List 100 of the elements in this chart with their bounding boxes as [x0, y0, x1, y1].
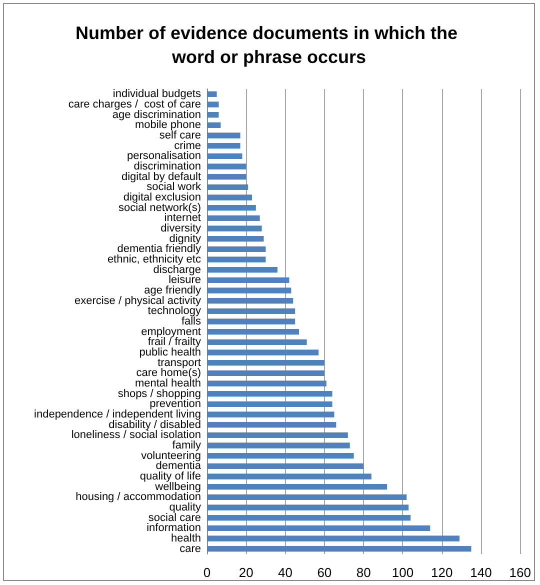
bar [207, 536, 460, 542]
y-tick-label: age discrimination [112, 108, 201, 121]
y-tick-label: self care [159, 130, 201, 142]
y-tick-label: care charges / cost of care [68, 98, 201, 110]
bar [207, 122, 221, 128]
bar [207, 390, 332, 397]
bar [207, 132, 240, 138]
chart-title: Number of evidence documents in which the word or phrase occurs [75, 23, 463, 67]
y-tick-label: mobile phone [134, 119, 201, 132]
y-tick-label: falls [181, 316, 202, 328]
x-tick-label: 120 [431, 565, 453, 580]
bar [207, 525, 430, 532]
y-tick-label: discrimination [134, 160, 201, 172]
bar [207, 370, 324, 376]
bar [207, 246, 266, 252]
bar [207, 194, 252, 200]
x-tick-label: 160 [509, 565, 532, 580]
x-tick-label: 0 [203, 565, 211, 580]
y-tick-label: social network(s) [118, 202, 201, 214]
y-tick-label: mental health [134, 378, 201, 390]
y-tick-label: information [146, 522, 201, 534]
y-tick-label: prevention [150, 398, 201, 410]
x-tick-label: 40 [278, 565, 293, 580]
bar [207, 514, 411, 521]
bar [207, 380, 326, 386]
y-tick-label: family [172, 440, 202, 452]
bar [207, 474, 372, 480]
bar [207, 102, 219, 108]
y-tick-label: dementia [156, 460, 202, 472]
bar [207, 463, 364, 470]
bar [207, 422, 336, 428]
bar [207, 91, 217, 98]
y-tick-label: employment [141, 326, 201, 338]
y-tick-label: health [171, 532, 201, 544]
x-tick-label: 80 [356, 565, 371, 580]
bar [207, 504, 409, 510]
bar [207, 215, 260, 222]
y-tick-label: diversity [160, 222, 202, 234]
bar [207, 412, 334, 418]
bar [207, 546, 472, 552]
y-tick-label: exercise / physical activity [74, 294, 202, 307]
y-tick-label: ethnic, ethnicity etc [107, 254, 202, 266]
y-tick-label: leisure [168, 274, 201, 286]
y-tick-label: volunteering [141, 450, 201, 462]
bar [207, 112, 219, 118]
x-tick-label: 20 [238, 565, 254, 580]
y-tick-label: independence / independent living [34, 408, 201, 420]
bar [207, 298, 294, 304]
y-tick-label: age friendly [144, 284, 202, 296]
y-tick-label: shops / shopping [118, 388, 201, 400]
y-tick-label: discharge [153, 264, 201, 276]
bar [207, 339, 307, 346]
bar [207, 164, 246, 170]
bar [207, 256, 266, 262]
y-tick-label: frail / frailty [148, 336, 202, 348]
y-tick-label: care [180, 542, 201, 555]
bar [207, 174, 246, 180]
bar [207, 308, 296, 314]
bar [207, 401, 332, 408]
y-tick-label: digital by default [122, 170, 201, 183]
y-tick-label: quality [169, 502, 202, 514]
bar [207, 432, 348, 438]
bar [207, 318, 296, 324]
y-tick-label: crime [174, 140, 201, 152]
y-tick-label: public health [139, 346, 201, 358]
y-tick-label: wellbeing [154, 480, 201, 493]
bar [207, 277, 290, 284]
bar [207, 226, 262, 232]
y-tick-label: dignity [169, 232, 202, 245]
y-tick-label: care home(s) [136, 367, 201, 380]
bar [207, 204, 256, 211]
bar [207, 142, 240, 149]
y-tick-label: quality of life [140, 470, 201, 482]
bar [207, 236, 264, 242]
x-tick-label: 60 [317, 565, 332, 580]
y-tick-label: digital exclusion [123, 192, 201, 204]
bar [207, 484, 388, 490]
bar [207, 442, 350, 448]
x-tick-label: 140 [470, 565, 492, 580]
bar [207, 184, 248, 190]
y-tick-label: transport [158, 356, 201, 369]
bar [207, 288, 292, 294]
y-tick-label: individual budgets [112, 88, 202, 100]
y-tick-label: internet [164, 212, 201, 224]
y-tick-label: disability / disabled [108, 418, 201, 431]
y-tick-label: dementia friendly [117, 243, 202, 256]
bar [207, 360, 324, 366]
bar [207, 350, 319, 356]
y-tick-label: social work [146, 181, 202, 194]
y-tick-label: loneliness / social isolation [71, 429, 201, 442]
y-tick-label: social care [148, 512, 201, 524]
y-tick-label: housing / accommodation [76, 491, 201, 504]
y-tick-label: technology [148, 305, 202, 318]
bar [207, 452, 354, 459]
bar [207, 153, 242, 160]
y-tick-label: personalisation [127, 150, 201, 162]
x-tick-label: 100 [392, 565, 414, 580]
bar [207, 266, 278, 273]
bar [207, 494, 407, 500]
bar [207, 328, 299, 335]
